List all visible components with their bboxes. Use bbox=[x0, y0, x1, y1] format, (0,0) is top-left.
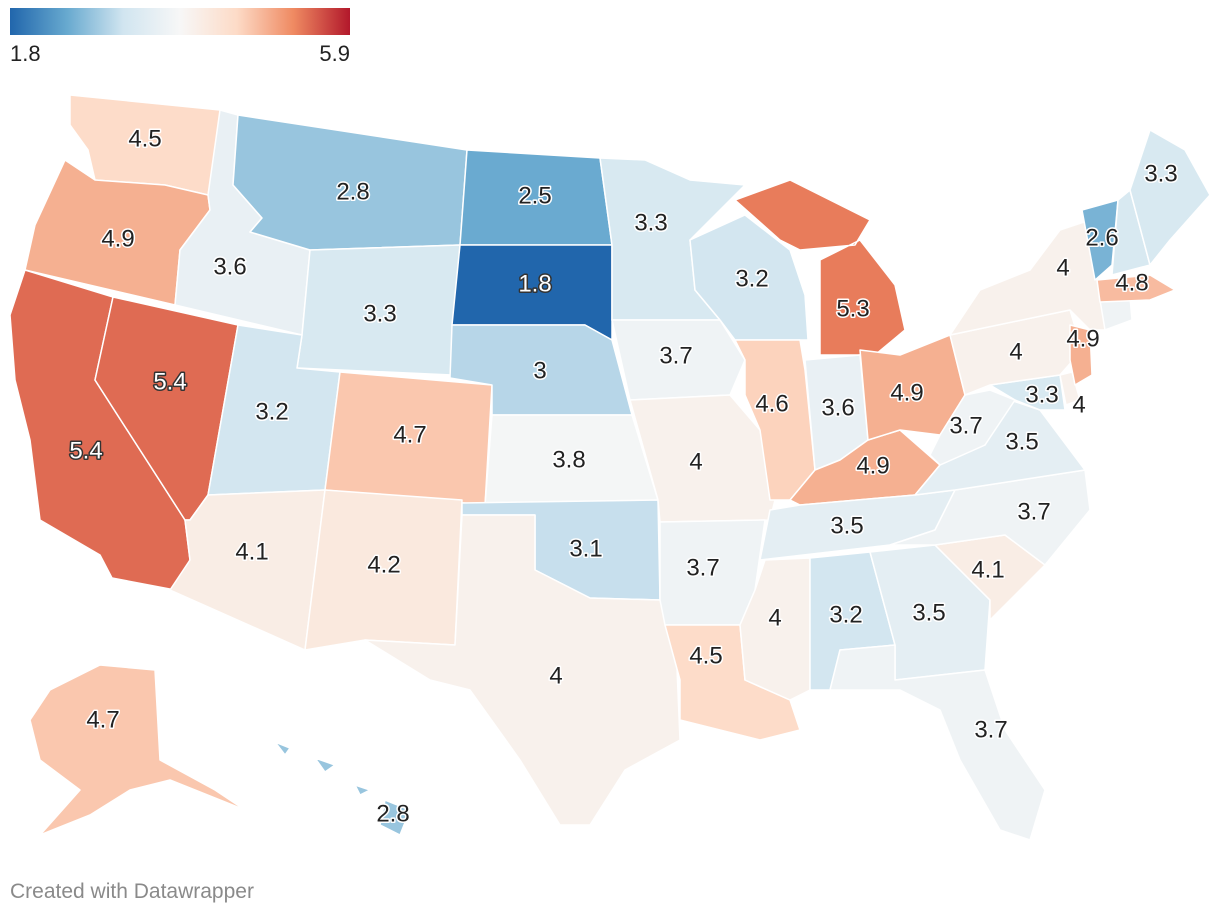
state-label-TN: 3.5 bbox=[830, 512, 863, 539]
state-label-MD: 3.3 bbox=[1025, 381, 1058, 408]
state-label-SC: 4.1 bbox=[971, 556, 1004, 583]
datawrapper-credit: Created with Datawrapper bbox=[10, 880, 254, 903]
state-label-VA: 3.5 bbox=[1005, 428, 1038, 455]
state-label-CO: 4.7 bbox=[393, 421, 426, 448]
state-AK[interactable] bbox=[29, 664, 246, 836]
state-label-LA: 4.5 bbox=[689, 642, 722, 669]
state-label-ID: 3.6 bbox=[213, 253, 246, 280]
state-label-AR: 3.7 bbox=[686, 554, 719, 581]
state-label-AL: 3.2 bbox=[829, 601, 862, 628]
state-label-KS: 3.8 bbox=[552, 446, 585, 473]
state-IL[interactable] bbox=[734, 339, 816, 501]
state-label-ND: 2.5 bbox=[518, 182, 551, 209]
state-label-HI: 2.8 bbox=[376, 800, 409, 827]
state-label-OH: 4.9 bbox=[890, 379, 923, 406]
state-label-MA: 4.8 bbox=[1115, 269, 1148, 296]
state-label-IL: 4.6 bbox=[755, 390, 788, 417]
state-label-WY: 3.3 bbox=[363, 300, 396, 327]
state-WY[interactable] bbox=[296, 244, 461, 376]
state-label-MT: 2.8 bbox=[336, 178, 369, 205]
color-legend: 1.8 5.9 bbox=[10, 8, 350, 66]
state-label-DE: 4 bbox=[1072, 391, 1085, 418]
state-IA[interactable] bbox=[611, 319, 746, 401]
state-label-ME: 3.3 bbox=[1144, 160, 1177, 187]
state-label-GA: 3.5 bbox=[912, 599, 945, 626]
state-label-MO: 4 bbox=[689, 448, 702, 475]
state-WV[interactable] bbox=[929, 389, 1016, 466]
state-label-IN: 3.6 bbox=[821, 394, 854, 421]
state-MI[interactable] bbox=[734, 179, 906, 356]
state-label-WA: 4.5 bbox=[128, 125, 161, 152]
state-label-PA: 4 bbox=[1009, 338, 1022, 365]
state-label-MI: 5.3 bbox=[836, 295, 869, 322]
state-label-AK: 4.7 bbox=[86, 706, 119, 733]
state-label-CA: 5.4 bbox=[69, 437, 102, 464]
legend-min-label: 1.8 bbox=[10, 41, 41, 66]
state-FL[interactable] bbox=[829, 644, 1046, 841]
state-label-IA: 3.7 bbox=[659, 342, 692, 369]
state-label-FL: 3.7 bbox=[974, 716, 1007, 743]
state-label-MN: 3.3 bbox=[634, 209, 667, 236]
state-WI[interactable] bbox=[689, 214, 809, 341]
legend-max-label: 5.9 bbox=[319, 41, 350, 66]
state-label-NJ: 4.9 bbox=[1066, 325, 1099, 352]
legend-gradient-bar bbox=[10, 8, 350, 35]
state-label-MS: 4 bbox=[768, 604, 781, 631]
state-label-WV: 3.7 bbox=[949, 412, 982, 439]
state-label-TX: 4 bbox=[549, 662, 562, 689]
state-TX[interactable] bbox=[364, 514, 681, 826]
state-HI[interactable] bbox=[274, 741, 411, 836]
state-label-OK: 3.1 bbox=[569, 535, 602, 562]
state-label-NE: 3 bbox=[533, 357, 546, 384]
state-ME[interactable] bbox=[1129, 129, 1211, 266]
state-MA[interactable] bbox=[1096, 274, 1176, 303]
state-label-NC: 3.7 bbox=[1017, 498, 1050, 525]
state-DE[interactable] bbox=[1059, 371, 1081, 406]
state-label-KY: 4.9 bbox=[856, 452, 889, 479]
state-label-OR: 4.9 bbox=[101, 225, 134, 252]
state-label-SD: 1.8 bbox=[518, 270, 551, 297]
state-label-NV: 5.4 bbox=[153, 368, 186, 395]
state-VT[interactable] bbox=[1081, 199, 1119, 281]
state-label-AZ: 4.1 bbox=[235, 538, 268, 565]
state-label-VT: 2.6 bbox=[1085, 224, 1118, 251]
us-choropleth-map: 4.5 4.9 5.4 5.4 3.6 2.8 3.3 3.2 4.1 4.7 … bbox=[9, 94, 1211, 841]
state-label-UT: 3.2 bbox=[255, 398, 288, 425]
state-NJ[interactable] bbox=[1069, 324, 1093, 386]
state-label-NM: 4.2 bbox=[367, 551, 400, 578]
state-label-NY: 4 bbox=[1056, 254, 1069, 281]
state-label-WI: 3.2 bbox=[735, 265, 768, 292]
